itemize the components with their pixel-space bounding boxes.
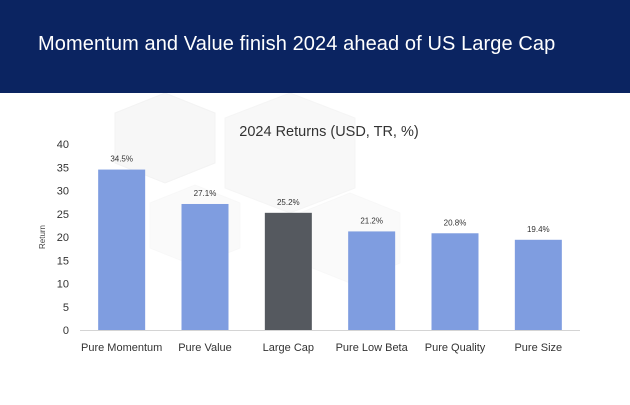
page-title: Momentum and Value finish 2024 ahead of … — [38, 33, 556, 55]
y-tick-label: 35 — [57, 162, 69, 174]
y-tick-label: 15 — [57, 255, 69, 267]
y-tick-label: 25 — [57, 209, 69, 221]
bar-pure-value — [181, 203, 229, 330]
bar-chart: 2024 Returns (USD, TR, %) Return 0 5 10 15 2… — [0, 93, 630, 400]
bar-pure-size — [514, 239, 562, 330]
data-label: 34.5% — [110, 155, 133, 164]
y-axis-label: Return — [38, 225, 47, 249]
y-tick-label: 20 — [57, 232, 69, 244]
data-label: 20.8% — [444, 218, 467, 227]
y-tick-label: 10 — [57, 279, 69, 291]
y-axis: 0 5 10 15 20 25 30 35 40 — [57, 139, 69, 337]
bar-pure-momentum — [98, 169, 146, 330]
x-tick-label: Pure Quality — [425, 342, 486, 354]
chart-title: 2024 Returns (USD, TR, %) — [239, 124, 418, 140]
bar-pure-low-beta — [348, 231, 396, 330]
x-tick-label: Pure Low Beta — [336, 342, 409, 354]
x-tick-label: Pure Size — [514, 342, 562, 354]
y-tick-label: 30 — [57, 186, 69, 198]
bars — [98, 169, 562, 330]
x-tick-label: Pure Momentum — [81, 342, 162, 354]
x-tick-label: Pure Value — [178, 342, 232, 354]
bar-large-cap — [264, 212, 312, 330]
data-label: 27.1% — [194, 189, 217, 198]
x-axis: Pure Momentum Pure Value Large Cap Pure Low… — [81, 342, 562, 354]
x-tick-label: Large Cap — [263, 342, 314, 354]
y-tick-label: 0 — [63, 325, 69, 337]
y-tick-label: 40 — [57, 139, 69, 151]
data-label: 19.4% — [527, 225, 550, 234]
bar-pure-quality — [431, 233, 479, 330]
header-banner: Momentum and Value finish 2024 ahead of … — [0, 0, 630, 93]
data-label: 25.2% — [277, 198, 300, 207]
data-label: 21.2% — [360, 216, 383, 225]
data-labels: 34.5% 27.1% 25.2% 21.2% 20.8% 19.4% — [110, 155, 549, 234]
y-tick-label: 5 — [63, 302, 69, 314]
